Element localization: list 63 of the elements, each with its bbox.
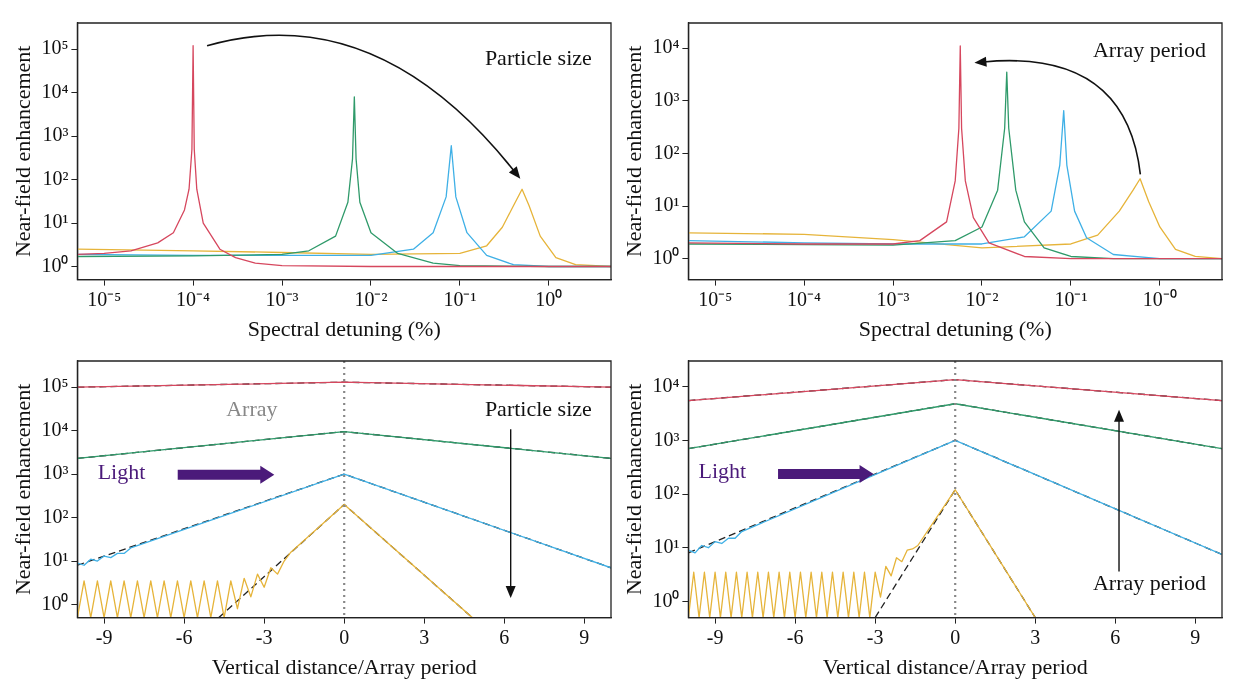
x-tick-label: 0 [339,625,350,648]
y-tick-label: 10² [42,166,69,189]
annotation: Array period [1092,37,1206,63]
x-tick-label: -6 [175,625,193,648]
y-axis-title: Near-field enhancement [9,45,35,258]
y-axis-title: Near-field enhancement [9,383,35,596]
annotation: Particle size [484,395,592,421]
x-tick-label: 6 [1110,625,1121,648]
y-tick-label: 10³ [42,123,69,146]
y-tick-label: 10² [653,481,680,504]
y-tick-label: 10⁰ [652,588,680,611]
y-tick-label: 10² [653,140,680,163]
y-tick-label: 10³ [653,88,680,110]
y-tick-label: 10⁰ [652,245,680,268]
x-tick-label: 10⁻⁴ [787,287,822,310]
y-axis-title: Near-field enhancement [620,383,646,596]
x-axis-title: Vertical distance/Array period [822,653,1088,679]
y-tick-label: 10¹ [42,548,69,571]
y-tick-label: 10¹ [653,534,680,557]
y-tick-label: 10¹ [42,210,69,233]
x-tick-label: 10⁻³ [265,287,299,310]
annotation: Array period [1092,569,1206,595]
x-tick-label: -3 [866,625,884,648]
x-tick-label: -9 [706,625,724,648]
y-tick-label: 10⁵ [41,36,69,59]
x-tick-label: 10⁻⁴ [176,287,211,310]
x-tick-label: 9 [579,625,590,648]
x-axis-title: Vertical distance/Array period [211,653,477,679]
y-tick-label: 10⁰ [41,591,69,614]
x-tick-label: 10⁻⁵ [698,287,733,310]
y-tick-label: 10⁴ [652,35,680,58]
x-tick-label: 0 [950,625,961,648]
y-tick-label: 10³ [653,427,680,450]
x-tick-label: -3 [255,625,273,648]
annotation: Light [97,458,146,484]
y-tick-label: 10⁴ [41,79,69,102]
y-tick-label: 10⁴ [652,373,680,396]
ref-line-label: Array [226,395,278,421]
y-tick-label: 10⁰ [41,253,69,276]
y-tick-label: 10⁵ [41,374,69,397]
x-tick-label: 10⁻³ [876,287,910,310]
x-tick-label: 10⁻⁵ [87,287,122,310]
x-tick-label: 9 [1190,625,1201,648]
x-tick-label: 10⁻⁰ [1142,287,1177,310]
x-tick-label: 10⁻¹ [1054,287,1088,310]
x-tick-label: 10⁰ [535,287,563,310]
x-tick-label: 6 [499,625,510,648]
annotation: Light [698,458,747,484]
y-tick-label: 10⁴ [41,417,69,440]
x-tick-label: -9 [95,625,113,648]
y-tick-label: 10¹ [653,193,680,216]
x-tick-label: 3 [1030,625,1041,648]
x-tick-label: 10⁻¹ [443,287,477,310]
y-tick-label: 10² [42,504,69,527]
x-axis-title: Spectral detuning (%) [247,315,441,341]
x-axis-title: Spectral detuning (%) [858,315,1052,341]
y-tick-label: 10³ [42,461,69,484]
annotation: Particle size [484,44,592,70]
y-axis-title: Near-field enhancement [620,45,646,258]
x-tick-label: 10⁻² [354,287,388,310]
x-tick-label: 10⁻² [965,287,999,310]
x-tick-label: -6 [786,625,804,648]
x-tick-label: 3 [419,625,430,648]
